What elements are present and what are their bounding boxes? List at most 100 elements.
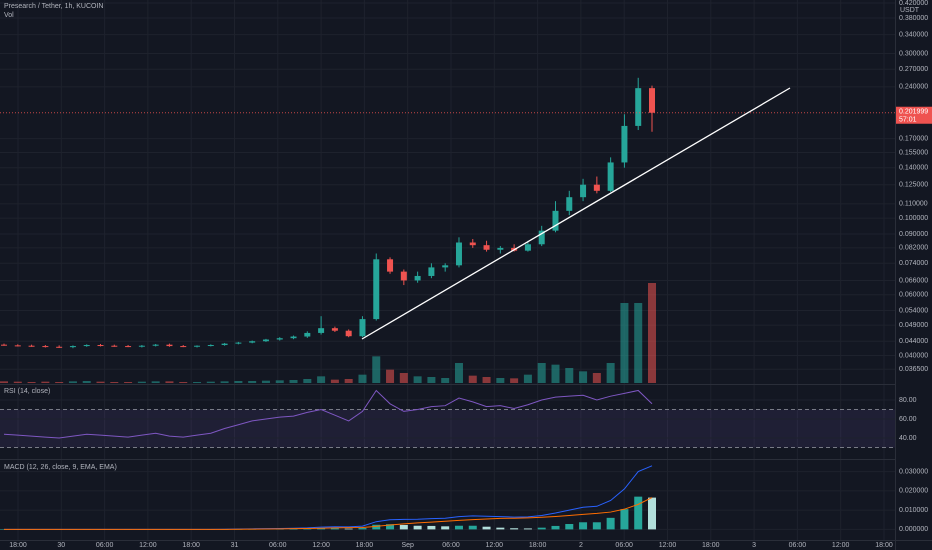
y-tick-label: 0.125000	[899, 182, 928, 189]
macd-histogram-bar	[330, 528, 339, 530]
x-tick-label: 06:00	[789, 542, 807, 549]
rsi-band	[0, 409, 895, 448]
x-tick-label: 30	[57, 542, 65, 549]
candle-body	[42, 346, 49, 348]
y-tick-label: 0.066000	[899, 277, 928, 284]
macd-histogram-bar	[551, 525, 560, 530]
y-tick-label: 0.040000	[899, 352, 928, 359]
volume-bar	[579, 371, 588, 383]
y-tick-label: 80.00	[899, 397, 917, 404]
candle-body	[400, 271, 407, 281]
rsi-title[interactable]: RSI (14, close)	[4, 388, 50, 395]
volume-bar	[206, 381, 215, 383]
candle-body	[207, 345, 214, 347]
candle-body	[235, 342, 242, 344]
volume-bar	[248, 381, 257, 383]
volume-bar	[592, 373, 601, 383]
candle-body	[428, 267, 435, 276]
y-tick-label: 0.054000	[899, 307, 928, 314]
volume-bar	[496, 378, 505, 383]
currency-label: USDT	[900, 7, 920, 14]
macd-histogram-bar	[510, 528, 519, 530]
x-tick-label: 31	[231, 542, 239, 549]
signal-line	[4, 497, 653, 530]
candle-body	[621, 125, 628, 163]
y-tick-label: 0.100000	[899, 215, 928, 222]
macd-histogram-bar	[441, 526, 450, 530]
candle-body	[221, 343, 228, 346]
macd-title[interactable]: MACD (12, 26, close, 9, EMA, EMA)	[4, 464, 117, 471]
volume-bar	[303, 379, 312, 383]
y-tick-label: 0.420000	[899, 0, 928, 7]
y-tick-label: 0.380000	[899, 15, 928, 22]
last-price-label: 0.201999	[899, 109, 928, 116]
x-tick-label: 06:00	[269, 542, 287, 549]
volume-bar	[82, 381, 91, 383]
volume-bar	[0, 381, 8, 383]
x-tick-label: 12:00	[832, 542, 850, 549]
volume-bar	[606, 363, 615, 383]
macd-histogram-bar	[648, 497, 656, 530]
y-tick-label: 60.00	[899, 416, 917, 423]
volume-bar	[41, 381, 50, 383]
macd-histogram-bar	[537, 527, 546, 530]
x-tick-label: 2	[579, 542, 583, 549]
volume-bar	[179, 382, 188, 383]
x-tick-label: 18:00	[9, 542, 27, 549]
volume-bar	[648, 283, 656, 383]
trend-line[interactable]	[361, 87, 791, 340]
candle-body	[593, 184, 600, 191]
candle-body	[497, 247, 504, 250]
candle-body	[607, 162, 614, 191]
volume-bar	[234, 381, 243, 383]
macd-histogram-bar	[399, 524, 408, 530]
candle-body	[14, 345, 21, 347]
macd-histogram-bar	[579, 522, 588, 530]
y-tick-label: 0.000000	[899, 526, 928, 533]
candle-body	[524, 244, 531, 251]
volume-bar	[427, 377, 436, 383]
y-tick-label: 0.036500	[899, 366, 928, 373]
grid	[0, 0, 895, 540]
volume-title[interactable]: Vol	[4, 12, 14, 19]
y-tick-label: 0.082000	[899, 245, 928, 252]
volume-bar	[275, 380, 284, 383]
volume-bar	[372, 356, 381, 383]
y-tick-label: 0.090000	[899, 231, 928, 238]
volume-bar	[358, 374, 367, 383]
y-tick-label: 0.010000	[899, 507, 928, 514]
macd-histogram-bar	[620, 509, 629, 530]
volume-bar	[537, 363, 546, 383]
x-tick-label: 12:00	[312, 542, 330, 549]
candle-body	[138, 345, 145, 347]
y-tick-label: 0.074000	[899, 260, 928, 267]
volume-bar	[413, 376, 422, 383]
x-tick-label: 18:00	[702, 542, 720, 549]
candle-body	[552, 210, 559, 231]
y-tick-label: 0.340000	[899, 32, 928, 39]
volume-bar	[510, 378, 519, 383]
volume-bar	[220, 381, 229, 383]
volume-bar	[96, 381, 105, 383]
volume-bar	[468, 375, 477, 383]
symbol-title[interactable]: Presearch / Tether, 1h, KUCOIN	[4, 3, 103, 10]
macd-histogram-bar	[468, 525, 477, 530]
macd-histogram-bar	[454, 525, 463, 530]
candle-body	[387, 259, 394, 272]
y-tick-label: 0.140000	[899, 165, 928, 172]
volume-bar	[289, 380, 298, 383]
macd-histogram-bar	[427, 525, 436, 530]
candle-body	[249, 341, 256, 343]
candle-body	[56, 346, 63, 348]
volume-bar	[551, 364, 560, 383]
x-tick-label: 06:00	[96, 542, 114, 549]
candle-body	[455, 242, 462, 266]
candle-body	[152, 344, 159, 346]
x-tick-label: 18:00	[875, 542, 893, 549]
volume-bar	[68, 381, 77, 383]
candle-body	[262, 339, 269, 342]
x-tick-label: 12:00	[659, 542, 677, 549]
x-tick-label: Sep	[401, 542, 414, 549]
